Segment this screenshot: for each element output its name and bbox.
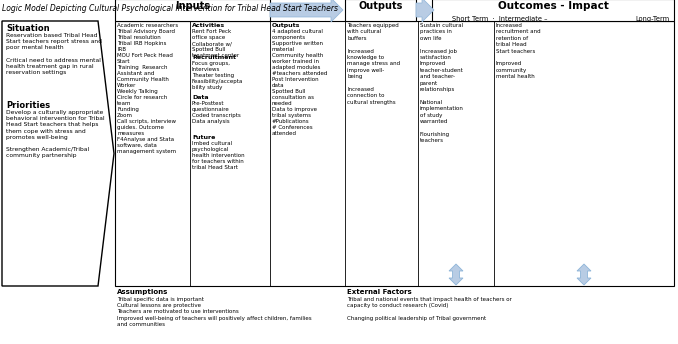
Text: Activities: Activities — [192, 23, 225, 28]
Text: Tribal and national events that impact health of teachers or
capacity to conduct: Tribal and national events that impact h… — [347, 297, 512, 321]
FancyBboxPatch shape — [115, 21, 674, 286]
Text: Situation: Situation — [6, 24, 49, 33]
FancyBboxPatch shape — [345, 0, 416, 21]
Text: Data: Data — [192, 95, 209, 100]
Text: Focus groups,
Interviews
Theater testing
Feasibility/accepta
bility study: Focus groups, Interviews Theater testing… — [192, 61, 243, 90]
Text: Outcomes - Impact: Outcomes - Impact — [498, 1, 608, 11]
Text: Logic Model Depicting Cultural Psychological Intervention for Tribal Head Start : Logic Model Depicting Cultural Psycholog… — [2, 4, 338, 13]
Text: Assumptions: Assumptions — [117, 289, 168, 295]
FancyBboxPatch shape — [432, 0, 674, 21]
Text: Outputs: Outputs — [358, 1, 403, 11]
Text: 4 adapted cultural
components
Supportive written
material
Community health
worke: 4 adapted cultural components Supportive… — [272, 29, 327, 136]
Polygon shape — [2, 21, 114, 286]
Text: Recruitment: Recruitment — [192, 55, 236, 60]
Polygon shape — [449, 264, 463, 285]
Text: Increased
recruitment and
retention of
tribal Head
Start teachers

Improved
comm: Increased recruitment and retention of t… — [496, 23, 540, 79]
Text: Pre-Posttest
questionnaire
Coded transcripts
Data analysis: Pre-Posttest questionnaire Coded transcr… — [192, 101, 241, 124]
Text: Sustain cultural
practices in
own life

Increased job
satisfaction
Improved
teac: Sustain cultural practices in own life I… — [420, 23, 464, 143]
Text: Imbed cultural
psychological
health intervention
for teachers within
tribal Head: Imbed cultural psychological health inte… — [192, 141, 245, 170]
Text: Tribal specific data is important
Cultural lessons are protective
Teachers are m: Tribal specific data is important Cultur… — [117, 297, 312, 327]
Text: Develop a culturally appropriate
behavioral intervention for Tribal
Head Start t: Develop a culturally appropriate behavio… — [6, 110, 104, 158]
Polygon shape — [416, 0, 434, 22]
Text: Rent Fort Peck
office space
Collaborate w/
Spotted Bull
treatment center: Rent Fort Peck office space Collaborate … — [192, 29, 239, 58]
Text: Inputs: Inputs — [175, 1, 210, 11]
Text: Teachers equipped
with cultural
buffers

Increased
knowledge to
manage stress an: Teachers equipped with cultural buffers … — [347, 23, 400, 105]
Text: External Factors: External Factors — [347, 289, 412, 295]
Text: Future: Future — [192, 135, 216, 140]
Text: Academic researchers
Tribal Advisory Board
Tribal resolution
Tribal IRB Hopkins
: Academic researchers Tribal Advisory Boa… — [117, 23, 178, 154]
Text: Outputs: Outputs — [272, 23, 300, 28]
Text: Long-Term: Long-Term — [636, 16, 670, 22]
Polygon shape — [577, 264, 591, 285]
Text: Short Term  ·  Intermediate –: Short Term · Intermediate – — [452, 16, 548, 22]
Polygon shape — [270, 0, 343, 22]
Text: Reservation based Tribal Head
Start teachers report stress and
poor mental healt: Reservation based Tribal Head Start teac… — [6, 33, 102, 75]
Text: Priorities: Priorities — [6, 101, 50, 110]
FancyBboxPatch shape — [115, 0, 270, 21]
